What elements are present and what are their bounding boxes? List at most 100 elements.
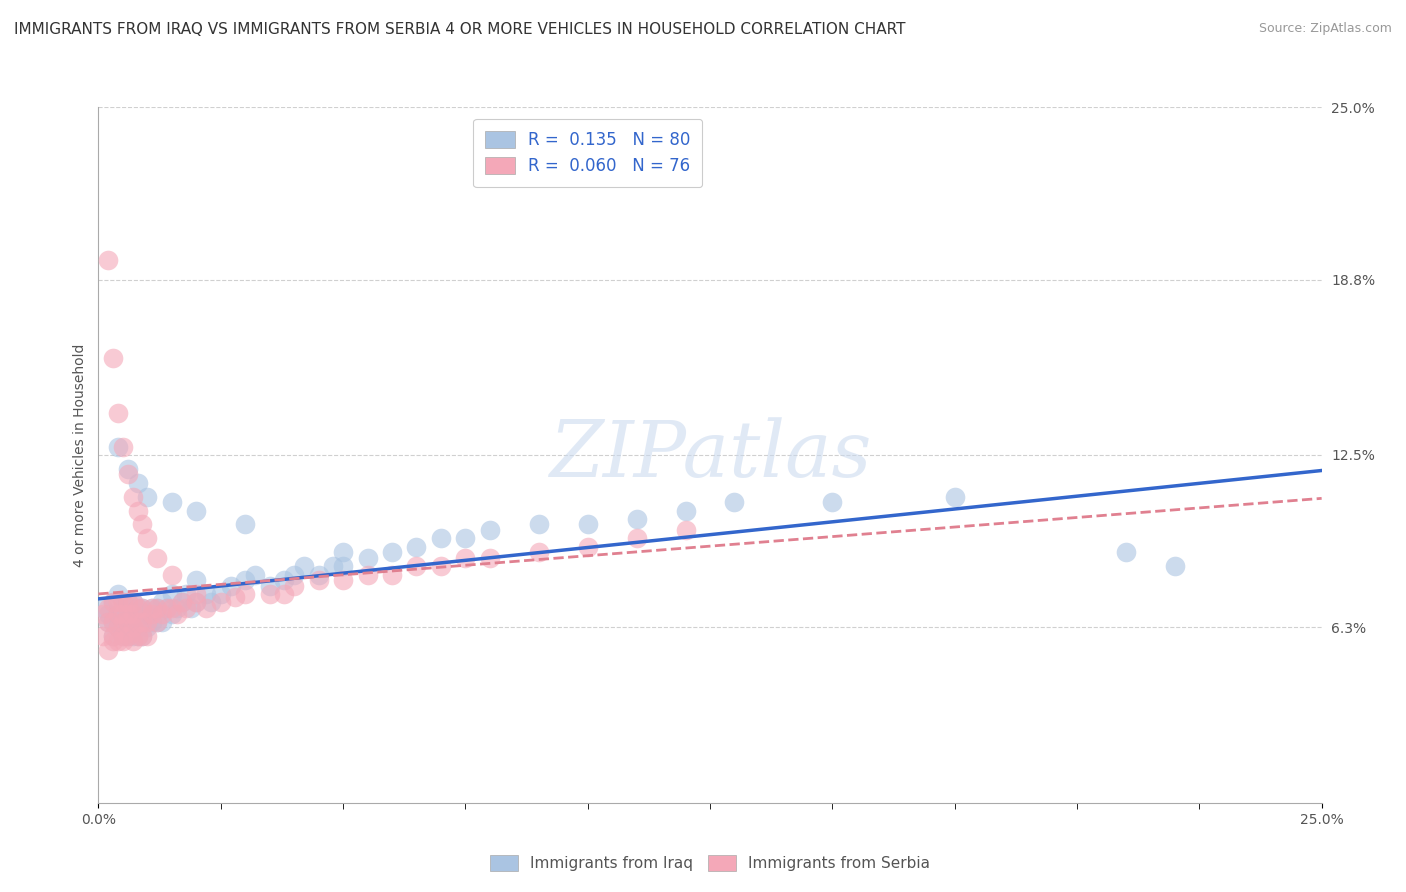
Point (131, 601, 153, 615)
Point (117, 629, 139, 643)
Point (127, 629, 149, 643)
Point (1164, 559, 1187, 574)
Point (626, 532, 648, 546)
Point (101, 351, 124, 365)
Point (111, 601, 134, 615)
Point (117, 595, 139, 609)
Point (723, 495, 745, 509)
Point (111, 629, 134, 643)
Point (146, 601, 169, 615)
Point (186, 595, 208, 609)
Point (166, 607, 188, 621)
Point (117, 629, 139, 643)
Point (111, 615, 134, 629)
Point (332, 573, 354, 587)
Point (111, 595, 134, 609)
Point (160, 567, 183, 582)
Point (136, 629, 159, 643)
Point (308, 567, 330, 582)
Point (1115, 545, 1137, 559)
Point (292, 559, 315, 574)
Point (156, 601, 179, 615)
Point (121, 607, 143, 621)
Point (186, 595, 208, 609)
Point (273, 587, 295, 601)
Point (186, 503, 208, 517)
Point (156, 601, 179, 615)
Point (146, 550, 169, 565)
Point (150, 607, 173, 621)
Point (356, 567, 378, 582)
Point (195, 601, 218, 615)
Point (233, 517, 256, 532)
Point (136, 607, 159, 621)
Point (381, 567, 404, 582)
Point (111, 615, 134, 629)
Point (243, 567, 266, 582)
Text: IMMIGRANTS FROM IRAQ VS IMMIGRANTS FROM SERBIA 4 OR MORE VEHICLES IN HOUSEHOLD C: IMMIGRANTS FROM IRAQ VS IMMIGRANTS FROM … (14, 22, 905, 37)
Point (332, 545, 354, 559)
Point (141, 601, 163, 615)
Point (626, 512, 648, 526)
Point (111, 440, 134, 454)
Point (233, 573, 256, 587)
Point (170, 595, 193, 609)
Point (117, 595, 139, 609)
Point (430, 559, 453, 574)
Point (107, 607, 129, 621)
Point (430, 532, 453, 546)
Point (111, 595, 134, 609)
Point (127, 601, 149, 615)
Point (121, 607, 143, 621)
Point (121, 595, 143, 609)
Point (308, 573, 330, 587)
Point (141, 615, 163, 629)
Point (146, 601, 169, 615)
Point (97, 642, 120, 657)
Point (224, 590, 246, 604)
Point (91, 607, 114, 621)
Point (180, 601, 202, 615)
Point (101, 615, 124, 629)
Point (259, 587, 281, 601)
Point (107, 620, 129, 634)
Point (527, 517, 550, 532)
Point (186, 587, 208, 601)
Point (111, 629, 134, 643)
Point (136, 532, 159, 546)
Point (675, 503, 697, 517)
Point (117, 467, 139, 482)
Point (131, 517, 153, 532)
Point (127, 503, 149, 517)
Text: ZIPatlas: ZIPatlas (548, 417, 872, 493)
Point (283, 579, 305, 593)
Point (117, 607, 139, 621)
Point (121, 620, 143, 634)
Point (478, 550, 501, 565)
Point (576, 540, 599, 554)
Point (478, 523, 501, 537)
Point (117, 462, 139, 476)
Point (97, 615, 120, 629)
Text: Source: ZipAtlas.com: Source: ZipAtlas.com (1258, 22, 1392, 36)
Point (160, 601, 183, 615)
Point (332, 559, 354, 574)
Point (107, 620, 129, 634)
Point (101, 634, 124, 648)
Point (381, 545, 404, 559)
Point (195, 587, 218, 601)
Point (150, 595, 173, 609)
Point (454, 550, 477, 565)
Point (136, 620, 159, 634)
Point (131, 629, 153, 643)
Point (107, 406, 129, 420)
Point (127, 629, 149, 643)
Point (166, 601, 188, 615)
Point (127, 615, 149, 629)
Point (107, 587, 129, 601)
Point (101, 629, 124, 643)
Point (219, 579, 242, 593)
Point (322, 559, 344, 574)
Point (259, 579, 281, 593)
Point (146, 615, 169, 629)
